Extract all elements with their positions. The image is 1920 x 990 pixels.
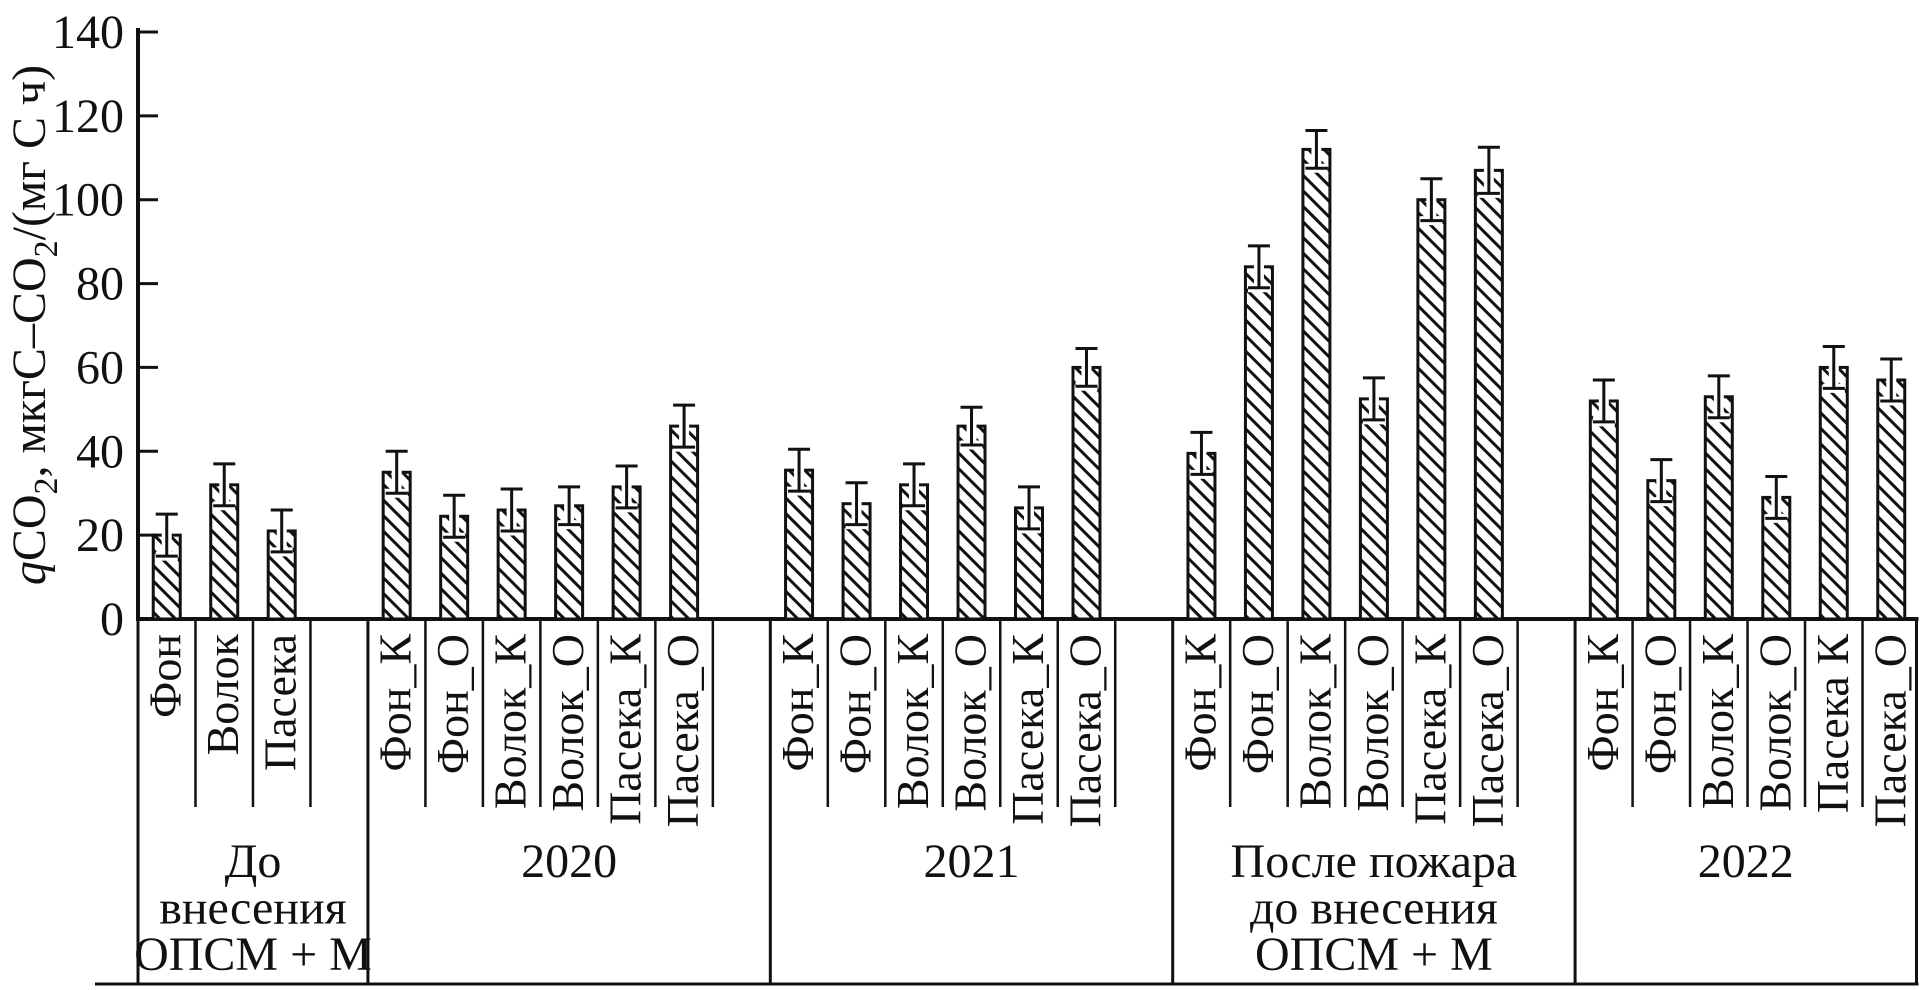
group-title: внесения — [159, 882, 347, 935]
bar — [1473, 168, 1504, 621]
category-label: Пасека_О — [657, 634, 708, 827]
category-label: Фон_К — [1174, 634, 1225, 772]
category-label: Волок_О — [1749, 634, 1800, 812]
y-axis-label: qCO2, мкгС–CO2/(мг С ч) — [3, 65, 65, 585]
group-title: ОПСМ + М — [134, 928, 372, 981]
category-label: Фон_К — [370, 634, 421, 772]
bar — [956, 424, 987, 621]
group-title: ОПСМ + М — [1255, 928, 1493, 981]
y-axis-label-part: /(мг С ч) — [3, 65, 56, 241]
bar — [1876, 378, 1907, 621]
bar — [1186, 451, 1217, 621]
bar — [669, 424, 700, 621]
category-label: Фон_О — [427, 634, 478, 774]
y-tick-label: 20 — [76, 509, 124, 562]
category-label: Пасека_О — [1864, 634, 1915, 827]
category-label: Пасека_К — [600, 634, 651, 825]
y-axis-label-part: 2 — [28, 477, 65, 494]
bar — [1703, 395, 1734, 621]
group-title: До — [225, 835, 282, 888]
bars-layer — [151, 147, 1907, 621]
bar — [1416, 198, 1447, 621]
category-label: Фон — [140, 634, 191, 718]
group-title: 2021 — [924, 835, 1020, 888]
category-label: Волок — [197, 633, 248, 755]
category-label: Фон_К — [1577, 634, 1628, 772]
category-label: Фон_О — [830, 634, 881, 774]
category-label: Пасека_О — [1059, 634, 1110, 827]
category-label: Фон_О — [1232, 634, 1283, 774]
y-axis-label-part: 2 — [28, 240, 65, 257]
y-tick-label: 40 — [76, 425, 124, 478]
category-table-layer — [95, 619, 1919, 986]
category-label: Волок_К — [1692, 634, 1743, 809]
category-label: Пасека — [255, 634, 306, 771]
bar — [1358, 397, 1389, 621]
category-label: Фон_К — [772, 634, 823, 772]
y-tick-label: 100 — [52, 174, 124, 227]
category-label: Волок_К — [887, 634, 938, 809]
y-tick-label: 140 — [52, 6, 124, 59]
bar — [1071, 365, 1102, 621]
group-title: до внесения — [1250, 882, 1498, 935]
y-tick-label: 0 — [100, 593, 124, 646]
bar — [266, 529, 297, 621]
y-axis-label-part: CO — [3, 494, 56, 561]
group-title: 2020 — [521, 835, 617, 888]
bar — [1588, 399, 1619, 621]
category-label: Волок_О — [945, 634, 996, 812]
group-title: 2022 — [1698, 835, 1794, 888]
category-label: Пасека К — [1807, 634, 1858, 814]
category-label: Пасека_О — [1462, 634, 1513, 827]
category-label: Фон_О — [1634, 634, 1685, 774]
category-label: Волок_О — [1347, 634, 1398, 812]
group-title: После пожара — [1231, 835, 1518, 888]
bar — [1243, 265, 1274, 621]
y-tick-label: 60 — [76, 341, 124, 394]
y-axis-label-part: q — [3, 561, 56, 585]
category-label: Волок_К — [485, 634, 536, 809]
y-tick-label: 80 — [76, 258, 124, 311]
error-bars-layer — [155, 129, 1903, 561]
category-label: Волок_К — [1289, 634, 1340, 809]
category-label: Волок_О — [542, 634, 593, 812]
category-label: Пасека_К — [1404, 634, 1455, 825]
y-axis-label-part: , мкгС–CO — [3, 257, 56, 477]
bar — [1301, 147, 1332, 621]
y-tick-label: 120 — [52, 90, 124, 143]
category-label: Пасека_К — [1002, 634, 1053, 825]
bar — [1818, 365, 1849, 621]
